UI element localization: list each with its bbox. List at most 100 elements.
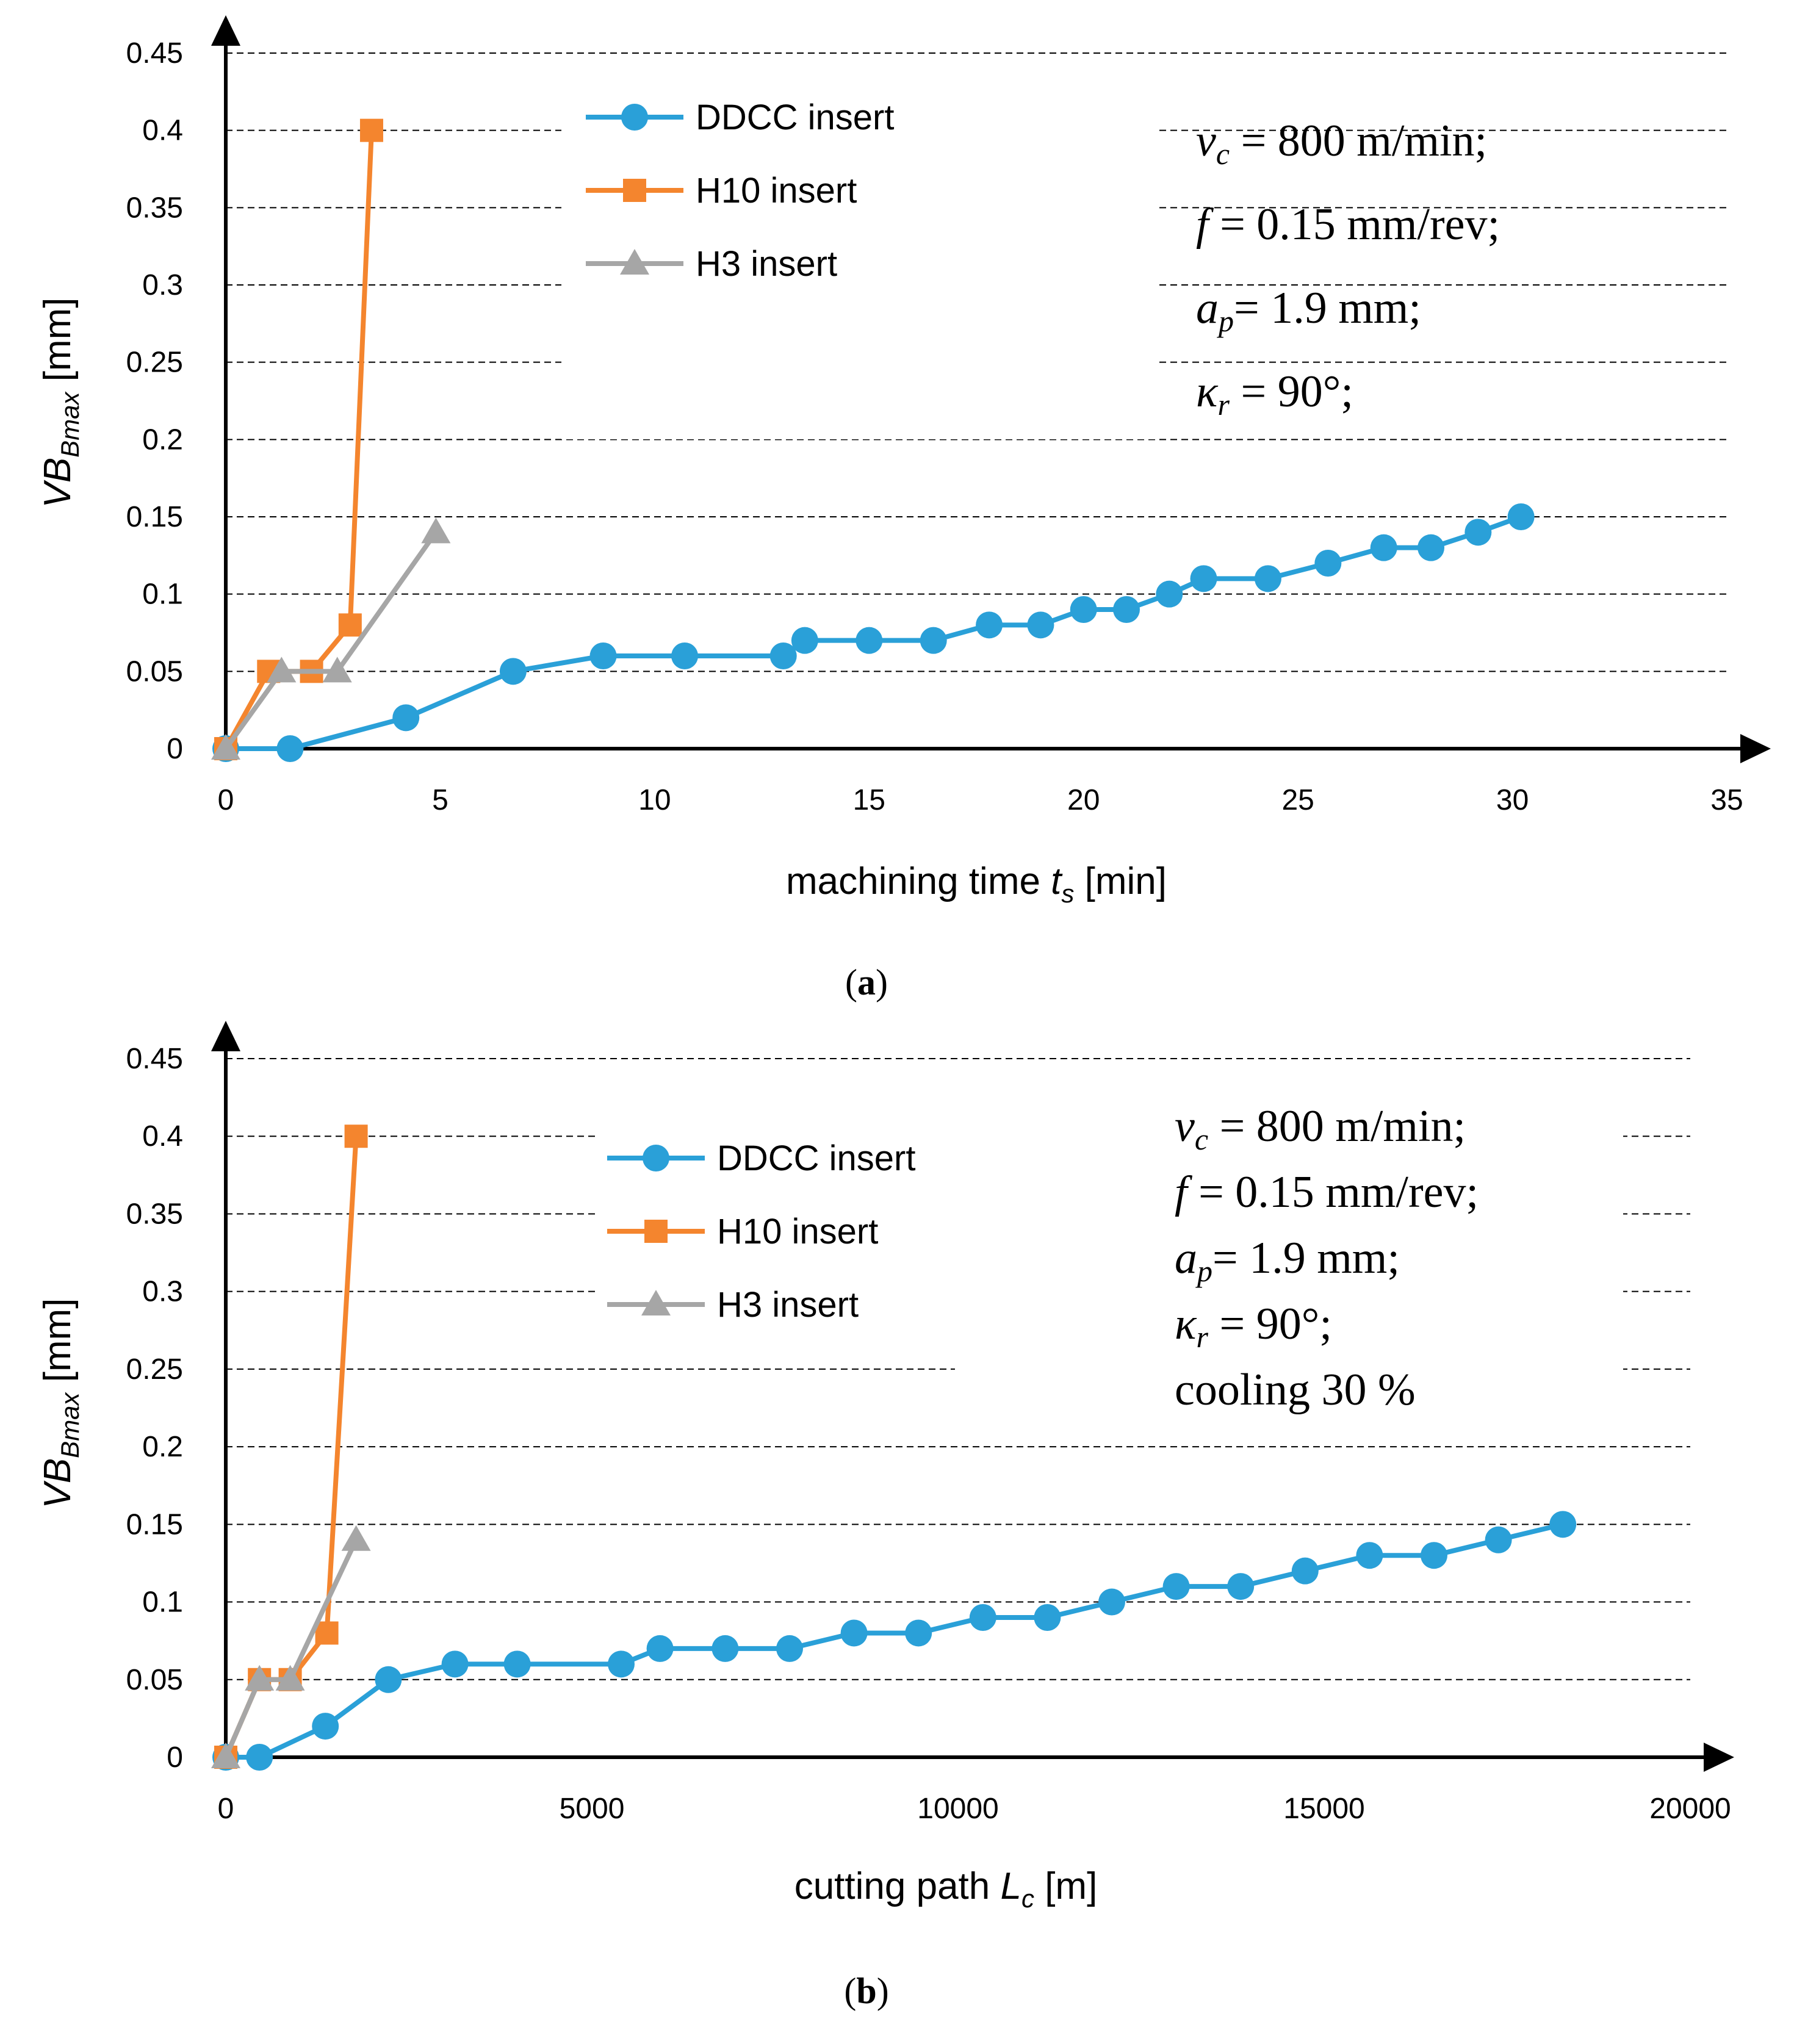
chart-a-point-ddcc <box>769 642 797 669</box>
chart-a-point-ddcc <box>976 611 1003 639</box>
chart-b-point-ddcc <box>375 1666 402 1693</box>
chart-b-ytick-label: 0.1 <box>142 1586 183 1619</box>
chart-a-x-label-var: t <box>1051 860 1063 902</box>
chart-b-point-h3 <box>341 1525 371 1551</box>
chart-b-group: 0 0.05 0.1 0.15 0.2 0.25 0.3 0.35 0.4 0.45 0 5000 10… <box>37 1021 1734 2011</box>
chart-a-caption-close: ) <box>876 962 888 1002</box>
chart-a-xtick-label: 0 <box>218 784 234 816</box>
chart-a-legend-label-ddcc: DDCC insert <box>696 98 895 137</box>
chart-a-condition-rest: = 90°; <box>1230 367 1353 417</box>
chart-b-xtick-label: 20000 <box>1649 1793 1731 1825</box>
chart-a-point-h3 <box>267 657 297 683</box>
chart-a-legend-label-h10: H10 insert <box>696 171 857 211</box>
chart-b-point-h3 <box>275 1664 305 1691</box>
chart-b-ytick-label: 0 <box>167 1741 183 1774</box>
chart-b-mask <box>955 1092 1147 1431</box>
chart-a-condition-var: κ <box>1196 367 1219 417</box>
chart-b-condition-line: f = 0.15 mm/rev; <box>1175 1167 1479 1217</box>
chart-b-series-line-h3 <box>223 1539 359 1758</box>
chart-a-ytick-label: 0.05 <box>126 655 183 688</box>
chart-a-xtick-label: 35 <box>1710 784 1743 816</box>
chart-a-point-ddcc <box>1370 534 1397 561</box>
chart-a-ytick-label: 0.3 <box>142 269 183 301</box>
chart-b-condition-var: a <box>1175 1233 1197 1283</box>
chart-a-x-axis-arrow <box>1740 734 1771 763</box>
chart-b-point-h10 <box>315 1621 339 1645</box>
chart-b-series-line-ddcc <box>226 1522 1564 1760</box>
chart-a-series-line-h3 <box>223 531 438 750</box>
chart-b-series-h3 <box>211 1525 371 1768</box>
chart-b-caption-open: ( <box>844 1971 856 2011</box>
chart-a-point-ddcc <box>499 658 527 685</box>
chart-b-point-ddcc <box>1098 1588 1125 1616</box>
chart-b-point-ddcc <box>1356 1542 1383 1569</box>
chart-b-xtick-label: 0 <box>218 1793 234 1825</box>
chart-a-condition-var: v <box>1196 116 1216 166</box>
chart-b-caption-letter: b <box>856 1971 876 2011</box>
chart-a-legend-marker-ddcc <box>621 104 648 131</box>
chart-b-x-label-var: L <box>1000 1865 1021 1907</box>
chart-a-condition-line: κr = 90°; <box>1196 367 1353 422</box>
chart-b-ytick-label: 0.45 <box>126 1043 183 1075</box>
chart-a-condition-sub: p <box>1217 304 1234 338</box>
chart-b-series-ddcc <box>212 1511 1577 1771</box>
chart-a-point-ddcc <box>920 627 947 654</box>
chart-a-caption-open: ( <box>845 962 857 1002</box>
chart-b-x-label: cutting path Lc [m] <box>794 1865 1098 1913</box>
chart-b-condition-line: cooling 30 % <box>1175 1365 1416 1415</box>
chart-b-condition-rest: = 800 m/min; <box>1208 1101 1466 1151</box>
chart-b-point-ddcc <box>1291 1557 1319 1585</box>
chart-a-xtick-label: 30 <box>1496 784 1529 816</box>
chart-b-point-ddcc <box>441 1650 469 1678</box>
chart-a-ytick-label: 0 <box>167 733 183 765</box>
chart-a-point-h3 <box>211 734 240 760</box>
chart-b-caption: (b) <box>844 1971 888 2011</box>
chart-a-point-ddcc <box>1113 596 1140 623</box>
chart-b-x-label-unit: [m] <box>1034 1865 1097 1907</box>
chart-a-conditions: vc = 800 m/min; f = 0.15 mm/rev; ap= 1.9 m… <box>1196 116 1500 422</box>
chart-b-series-line-h10 <box>223 1135 359 1758</box>
chart-a-legend-marker-h3 <box>620 249 649 275</box>
chart-a-point-ddcc <box>1070 596 1097 623</box>
chart-b-point-ddcc <box>1485 1526 1512 1553</box>
chart-b-point-ddcc <box>1421 1542 1447 1569</box>
chart-b-ytick-label: 0.2 <box>142 1431 183 1463</box>
chart-a-point-h10 <box>359 118 383 142</box>
chart-b-x-label-sub: c <box>1021 1884 1034 1913</box>
chart-b-xtick-label: 5000 <box>560 1793 625 1825</box>
chart-b-xtick-label: 15000 <box>1283 1793 1364 1825</box>
chart-a-point-ddcc <box>1464 519 1492 546</box>
chart-a-y-label-unit: [mm] <box>37 297 79 392</box>
chart-a-series-ddcc <box>212 503 1535 762</box>
chart-b-legend-marker-h10 <box>644 1220 668 1243</box>
chart-b-condition-var: v <box>1175 1101 1195 1151</box>
chart-a-x-label-sub: s <box>1061 879 1074 908</box>
chart-b-caption-close: ) <box>877 1971 889 2011</box>
chart-b-point-h3 <box>211 1743 240 1768</box>
chart-a-group: 0 0.05 0.1 0.15 0.2 0.25 0.3 0.35 0.4 0.45 0 5 10 15 2… <box>37 15 1771 1002</box>
chart-b-legend-label-h10: H10 insert <box>717 1212 878 1251</box>
chart-b-condition-line: κr = 90°; <box>1175 1299 1332 1354</box>
chart-a-point-ddcc <box>589 642 617 669</box>
chart-a-ytick-label: 0.45 <box>126 37 183 70</box>
chart-b-ytick-label: 0.25 <box>126 1353 183 1386</box>
chart-b-point-ddcc <box>1227 1573 1255 1600</box>
chart-b-condition-line: ap= 1.9 mm; <box>1175 1233 1400 1288</box>
chart-b-condition-sub: c <box>1195 1122 1208 1156</box>
chart-b-y-label-unit: [mm] <box>37 1298 79 1392</box>
chart-a-y-axis-arrow <box>211 15 240 46</box>
chart-b-ytick-label: 0.3 <box>142 1276 183 1308</box>
chart-b-ytick-label: 0.35 <box>126 1198 183 1230</box>
chart-b-conditions: vc = 800 m/min; f = 0.15 mm/rev; ap= 1.9 m… <box>1175 1101 1479 1415</box>
chart-b-condition-rest: cooling 30 % <box>1175 1365 1416 1415</box>
chart-b-point-ddcc <box>503 1650 531 1678</box>
chart-b-y-label-sub: Bmax <box>56 1391 84 1458</box>
chart-b-point-ddcc <box>1162 1573 1190 1600</box>
chart-a-ytick-label: 0.25 <box>126 347 183 379</box>
chart-b-y-label-var: VB <box>37 1458 79 1509</box>
chart-a-point-ddcc <box>392 704 420 732</box>
chart-b-legend-label-h3: H3 insert <box>717 1285 859 1325</box>
chart-a-point-ddcc <box>791 627 818 654</box>
chart-b-ytick-label: 0.15 <box>126 1508 183 1541</box>
chart-a-point-h3 <box>322 657 352 683</box>
